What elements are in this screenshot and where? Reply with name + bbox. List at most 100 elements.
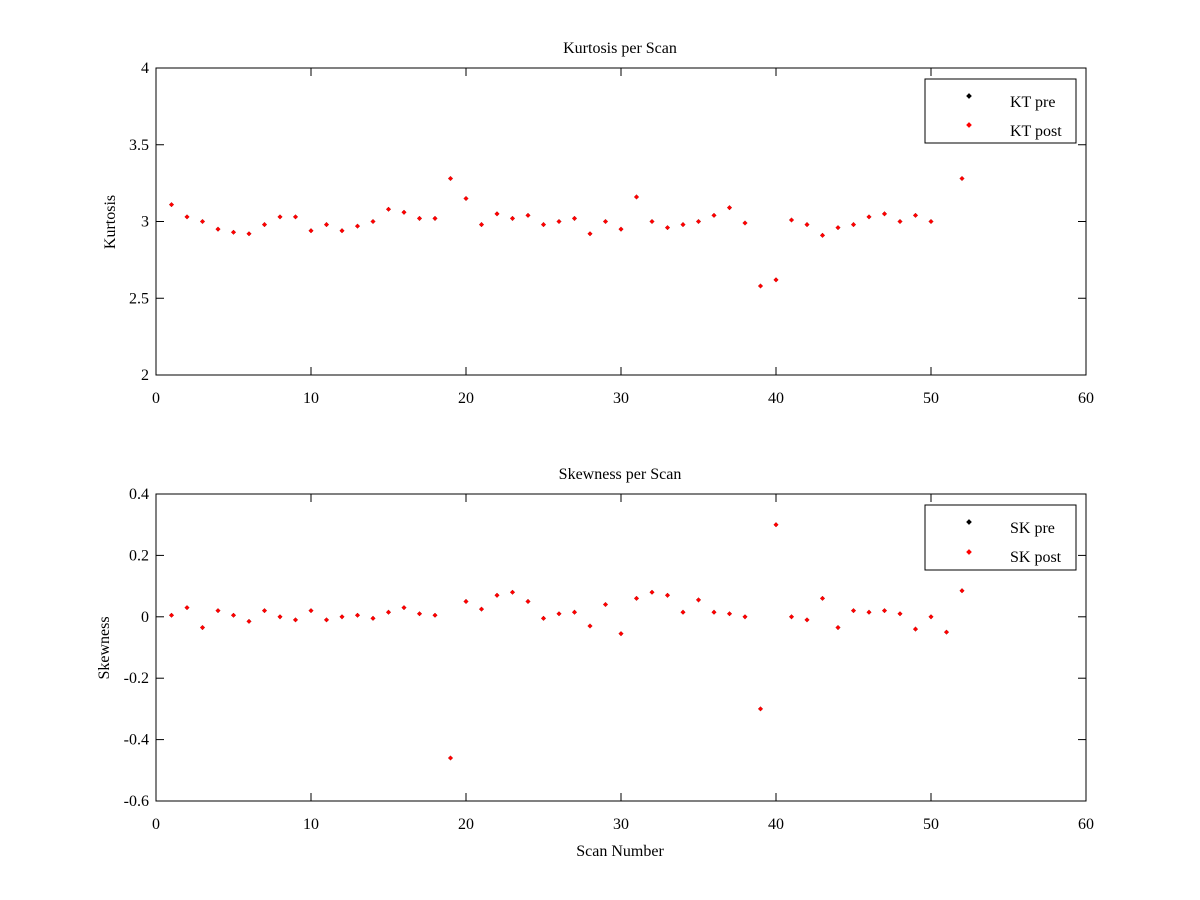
kurtosis-point-post	[339, 228, 345, 234]
skewness-point-post	[944, 629, 949, 635]
kurtosis-point-post	[696, 219, 701, 224]
skewness-legend-box	[924, 504, 1077, 571]
kurtosis-point-post	[463, 196, 469, 201]
skewness-point-post	[727, 611, 732, 617]
skewness-point-post	[417, 611, 422, 617]
skewness-point-post	[510, 589, 515, 595]
skewness-point-post	[448, 755, 453, 761]
kurtosis-x-tick-label: 0	[152, 390, 160, 407]
skewness-x-tick-label: 60	[1078, 816, 1094, 833]
kurtosis-point-post	[215, 226, 221, 232]
kurtosis-y-tick-label: 3	[141, 214, 149, 231]
kurtosis-point-post	[665, 225, 670, 231]
skewness-y-tick-label: -0.4	[124, 732, 149, 749]
skewness-point-post	[928, 614, 934, 620]
kurtosis-x-tick-label: 50	[923, 390, 939, 407]
skewness-point-post	[882, 608, 887, 614]
kurtosis-point-post	[432, 216, 438, 221]
kurtosis-x-tick-label: 40	[768, 390, 784, 407]
kurtosis-point-post	[680, 222, 686, 227]
skewness-point-post	[634, 595, 639, 601]
skewness-point-post	[835, 625, 841, 630]
skewness-point-post	[618, 631, 624, 637]
kurtosis-point-post	[634, 194, 639, 200]
skewness-point-post	[897, 611, 903, 617]
kurtosis-y-tick-label: 2.5	[129, 290, 149, 307]
skewness-point-post	[866, 609, 872, 615]
kurtosis-point-post	[277, 214, 283, 220]
skewness-point-post	[200, 625, 205, 630]
skewness-point-post	[572, 609, 577, 615]
skewness-point-post	[696, 597, 701, 603]
skewness-point-post	[231, 612, 236, 618]
kurtosis-legend-label-pre: KT pre	[1010, 94, 1055, 111]
skewness-legend-marker-post	[966, 549, 972, 555]
skewness-x-tick-label: 30	[613, 816, 629, 833]
skewness-point-post	[649, 589, 655, 595]
skewness-points	[169, 522, 965, 761]
kurtosis-point-post	[804, 222, 810, 227]
kurtosis-point-post	[262, 222, 267, 227]
skewness-point-post	[556, 611, 562, 617]
skewness-point-post	[525, 599, 531, 604]
kurtosis-point-post	[510, 216, 515, 221]
skewness-point-post	[711, 609, 717, 615]
kurtosis-point-post	[541, 222, 546, 227]
kurtosis-plot: Kurtosis per Scan Kurtosis 0 10 20 30 40 50 60…	[102, 40, 1094, 407]
kurtosis-point-post	[835, 225, 841, 231]
skewness-x-tick-label: 0	[152, 816, 160, 833]
skewness-x-tick-label: 40	[768, 816, 784, 833]
skewness-legend-marker-pre	[966, 519, 972, 525]
kurtosis-legend-marker-pre	[966, 93, 972, 99]
skewness-x-tick-label: 10	[303, 816, 319, 833]
kurtosis-point-post	[417, 216, 422, 221]
skewness-point-post	[758, 706, 763, 712]
skewness-point-post	[246, 619, 252, 624]
kurtosis-point-post	[355, 223, 360, 229]
skewness-point-post	[603, 602, 608, 607]
skewness-point-post	[479, 606, 484, 612]
kurtosis-point-post	[618, 226, 624, 232]
kurtosis-point-post	[169, 202, 174, 208]
kurtosis-legend: KT pre KT post	[924, 78, 1077, 144]
skewness-point-post	[277, 614, 283, 620]
skewness-point-post	[773, 522, 779, 528]
kurtosis-point-post	[897, 219, 903, 224]
skewness-point-post	[541, 615, 546, 621]
kurtosis-point-post	[851, 222, 856, 227]
skewness-point-post	[386, 609, 391, 615]
kurtosis-point-post	[386, 206, 391, 212]
kurtosis-point-post	[711, 212, 717, 218]
kurtosis-point-post	[556, 219, 562, 224]
skewness-point-post	[742, 614, 748, 620]
skewness-point-post	[913, 626, 918, 632]
skewness-point-post	[789, 614, 794, 620]
kurtosis-point-post	[913, 212, 918, 218]
kurtosis-point-post	[882, 211, 887, 217]
skewness-point-post	[169, 612, 174, 618]
skewness-legend-label-post: SK post	[1010, 549, 1062, 566]
kurtosis-y-tick-label: 2	[141, 367, 149, 384]
kurtosis-point-post	[324, 222, 329, 227]
kurtosis-plot-title: Kurtosis per Scan	[563, 40, 677, 57]
skewness-point-post	[262, 608, 267, 614]
skewness-point-post	[293, 617, 298, 623]
kurtosis-y-tick-label: 4	[141, 60, 149, 77]
kurtosis-x-tick-label: 20	[458, 390, 474, 407]
skewness-legend: SK pre SK post	[924, 504, 1077, 571]
kurtosis-x-tick-label: 30	[613, 390, 629, 407]
skewness-x-tick-label: 20	[458, 816, 474, 833]
kurtosis-ticks: 0 10 20 30 40 50 60 2 2.5 3 3.5 4	[129, 60, 1094, 407]
skewness-plot: Skewness per Scan Skewness Scan Number 0…	[96, 466, 1094, 860]
kurtosis-point-post	[494, 211, 500, 217]
kurtosis-point-post	[587, 231, 593, 237]
kurtosis-point-post	[401, 209, 407, 215]
kurtosis-point-post	[959, 176, 965, 181]
skewness-point-post	[804, 617, 810, 623]
skewness-point-post	[401, 605, 407, 610]
skewness-point-post	[324, 617, 329, 623]
skewness-x-tick-label: 50	[923, 816, 939, 833]
skewness-y-tick-label: 0	[141, 609, 149, 626]
